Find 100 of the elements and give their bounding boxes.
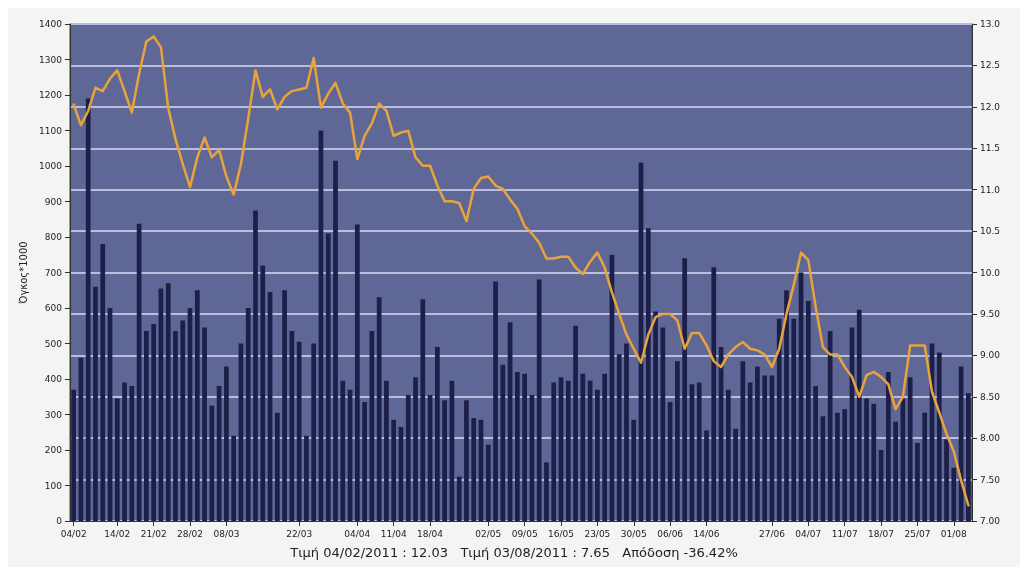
- x-tick-label: 14/06: [693, 528, 720, 539]
- bar: [704, 430, 709, 521]
- bar: [434, 347, 440, 521]
- bar: [907, 377, 913, 521]
- x-tick-label: 04/04: [344, 528, 371, 539]
- x-tick-label: 22/03: [286, 528, 313, 539]
- x-tick-label: 25/07: [904, 528, 931, 539]
- bar: [711, 267, 717, 521]
- x-tick-label: 02/05: [475, 528, 502, 539]
- bar: [413, 377, 418, 521]
- bar: [951, 467, 957, 521]
- y2-tick-label: 11.0: [980, 184, 1001, 195]
- bar: [595, 389, 600, 521]
- bar: [936, 352, 942, 521]
- bar: [325, 233, 331, 521]
- bar: [856, 309, 862, 521]
- y2-tick-label: 12.0: [980, 101, 1001, 112]
- bar: [194, 290, 200, 521]
- bar: [165, 283, 171, 521]
- bar: [922, 412, 928, 521]
- y2-tick-label: 9.00: [980, 350, 1001, 361]
- bar: [653, 311, 658, 521]
- bar: [776, 318, 782, 521]
- x-tick-label: 04/02: [60, 528, 87, 539]
- y2-tick-label: 7.50: [980, 474, 1001, 485]
- x-tick-label: 27/06: [758, 528, 786, 539]
- bar: [544, 462, 549, 521]
- y-tick-label: 1400: [39, 19, 63, 29]
- x-tick-label: 11/04: [380, 528, 407, 539]
- bar: [405, 394, 411, 521]
- bar: [289, 331, 295, 521]
- bar: [100, 244, 106, 521]
- y2-tick-label: 7.00: [980, 516, 1001, 526]
- bar: [93, 286, 98, 521]
- bar: [624, 343, 629, 521]
- y-tick-label: 100: [44, 480, 63, 491]
- bar: [144, 331, 149, 521]
- x-tick-label: 14/02: [104, 528, 131, 539]
- y-tick-label: 900: [44, 196, 63, 207]
- bar: [573, 325, 578, 521]
- y-tick-label: 800: [44, 232, 63, 242]
- y2-tick-label: 8.50: [980, 391, 1001, 402]
- bar: [114, 398, 120, 521]
- bar: [791, 318, 797, 521]
- x-tick-label: 11/07: [831, 528, 858, 539]
- bar: [311, 343, 317, 521]
- bar: [464, 400, 469, 521]
- bar: [660, 327, 666, 521]
- x-tick-label: 23/05: [584, 528, 611, 539]
- line-series: [72, 35, 970, 507]
- bar: [885, 371, 891, 521]
- bar: [966, 393, 971, 521]
- bar: [740, 361, 746, 521]
- bar: [747, 382, 753, 521]
- x-tick-label: 06/06: [657, 528, 684, 539]
- bar: [274, 412, 280, 521]
- bar: [151, 323, 157, 521]
- x-tick-label: 21/02: [140, 528, 167, 539]
- x-tick-label: 30/05: [620, 528, 647, 539]
- bar: [842, 409, 848, 521]
- y-tick-label: 500: [44, 338, 63, 349]
- y-tick-label: 600: [44, 303, 63, 313]
- x-tick-label: 09/05: [511, 528, 538, 539]
- bar: [805, 300, 811, 521]
- y2-tick-label: 11.5: [980, 143, 1001, 154]
- y2-tick-label: 8.00: [980, 433, 1001, 444]
- bar: [209, 405, 215, 521]
- bar: [296, 341, 302, 521]
- bar: [384, 380, 389, 521]
- bar: [580, 373, 586, 521]
- y-tick-label: 1200: [39, 90, 63, 100]
- bar: [631, 419, 637, 521]
- bar: [391, 419, 397, 521]
- bar: [616, 354, 622, 521]
- bar: [85, 98, 91, 521]
- x-tick-label: 18/04: [417, 528, 444, 539]
- bar: [376, 297, 382, 521]
- bar: [420, 299, 426, 521]
- bar: [333, 160, 338, 521]
- bar: [180, 320, 186, 521]
- y-tick-label: 1100: [39, 125, 63, 136]
- bar: [282, 290, 287, 521]
- bar: [762, 375, 768, 521]
- bar: [755, 366, 760, 521]
- bar: [682, 258, 688, 521]
- bar: [173, 331, 178, 521]
- bar: [813, 386, 818, 521]
- bar: [231, 435, 237, 521]
- bar: [725, 389, 731, 521]
- bar: [551, 382, 557, 521]
- bar: [354, 224, 360, 521]
- bar: [456, 476, 462, 521]
- bar: [944, 439, 949, 521]
- bar: [471, 418, 477, 521]
- bar: [304, 435, 309, 521]
- bar: [340, 380, 346, 521]
- bar: [645, 228, 651, 521]
- bar: [202, 327, 207, 521]
- y2-tick-label: 10.0: [980, 267, 1001, 278]
- bar: [442, 400, 447, 521]
